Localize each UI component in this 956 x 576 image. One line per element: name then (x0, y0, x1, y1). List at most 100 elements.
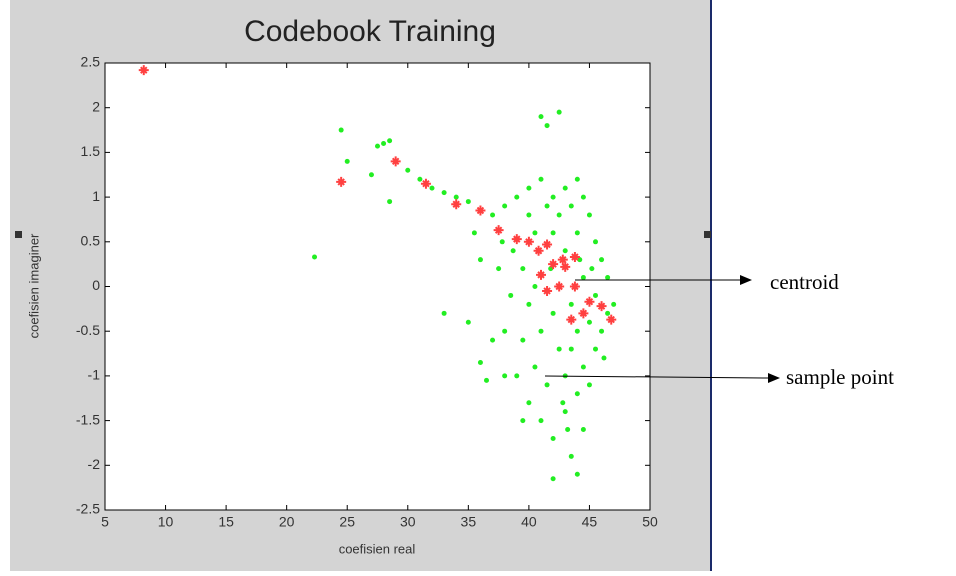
sample-point (589, 266, 594, 271)
sample-point (563, 248, 568, 253)
sample-point (466, 199, 471, 204)
sample-point (575, 177, 580, 182)
x-tick-label: 45 (582, 514, 598, 530)
sample-point (569, 347, 574, 352)
sample-point (575, 472, 580, 477)
sample-point (526, 186, 531, 191)
sample-point (593, 239, 598, 244)
sample-point (496, 266, 501, 271)
sample-point (599, 257, 604, 262)
annotation: sample point (786, 365, 894, 389)
sample-point (345, 159, 350, 164)
sample-point (581, 364, 586, 369)
sample-point (539, 329, 544, 334)
handle (704, 231, 711, 238)
sample-point (508, 293, 513, 298)
y-tick-label: -0.5 (76, 322, 100, 338)
sample-point (520, 418, 525, 423)
y-tick-label: 2 (92, 98, 100, 114)
sample-point (593, 347, 598, 352)
x-tick-label: 25 (339, 514, 355, 530)
sample-point (502, 373, 507, 378)
sample-point (511, 248, 516, 253)
sample-point (526, 302, 531, 307)
sample-point (605, 275, 610, 280)
sample-point (599, 329, 604, 334)
sample-point (569, 454, 574, 459)
sample-point (551, 476, 556, 481)
x-tick-label: 40 (521, 514, 537, 530)
sample-point (581, 195, 586, 200)
sample-point (569, 204, 574, 209)
x-axis-label: coefisien real (339, 541, 416, 556)
x-tick-label: 50 (642, 514, 658, 530)
sample-point (484, 378, 489, 383)
screenshot: Codebook Training coefisien real coefisi… (0, 0, 956, 571)
sample-point (551, 230, 556, 235)
sample-point (387, 199, 392, 204)
sample-point (551, 436, 556, 441)
sample-point (581, 275, 586, 280)
sample-point (442, 311, 447, 316)
y-tick-label: -1 (88, 367, 101, 383)
arrow-head (740, 275, 752, 285)
sample-point (545, 204, 550, 209)
sample-point (581, 427, 586, 432)
sample-point (520, 338, 525, 343)
x-tick-label: 35 (461, 514, 477, 530)
sample-point (442, 190, 447, 195)
sample-point (500, 239, 505, 244)
sample-point (417, 177, 422, 182)
sample-point (520, 266, 525, 271)
sample-point (472, 230, 477, 235)
sample-point (312, 254, 317, 259)
y-tick-label: 0.5 (81, 233, 101, 249)
sample-point (545, 382, 550, 387)
sample-point (381, 141, 386, 146)
sample-point (532, 284, 537, 289)
sample-point (587, 320, 592, 325)
sample-point (490, 338, 495, 343)
sample-point (605, 311, 610, 316)
sample-point (593, 293, 598, 298)
sample-point (369, 172, 374, 177)
sample-point (526, 400, 531, 405)
sample-point (514, 373, 519, 378)
sample-point (587, 212, 592, 217)
sample-point (514, 195, 519, 200)
sample-point (557, 110, 562, 115)
y-tick-label: 2.5 (81, 54, 101, 70)
sample-point (563, 186, 568, 191)
sample-point (502, 329, 507, 334)
plot-area (105, 63, 650, 510)
page: Codebook Training coefisien real coefisi… (0, 0, 956, 576)
sample-point (575, 230, 580, 235)
sample-point (539, 418, 544, 423)
sample-point (551, 311, 556, 316)
handle (15, 231, 22, 238)
sample-point (557, 347, 562, 352)
sample-point (454, 195, 459, 200)
sample-point (587, 382, 592, 387)
sample-point (430, 186, 435, 191)
sample-point (575, 329, 580, 334)
y-tick-label: -2.5 (76, 501, 100, 517)
sample-point (560, 400, 565, 405)
sample-point (478, 360, 483, 365)
sample-point (601, 356, 606, 361)
y-tick-label: 0 (92, 277, 100, 293)
sample-point (490, 212, 495, 217)
sample-point (532, 230, 537, 235)
sample-point (569, 302, 574, 307)
y-axis-label: coefisien imaginer (26, 233, 41, 338)
x-tick-label: 15 (218, 514, 234, 530)
sample-point (478, 257, 483, 262)
sample-point (526, 212, 531, 217)
x-tick-label: 20 (279, 514, 295, 530)
sample-point (575, 391, 580, 396)
sample-point (339, 128, 344, 133)
y-tick-label: -2 (88, 456, 101, 472)
x-tick-label: 30 (400, 514, 416, 530)
sample-point (557, 212, 562, 217)
sample-point (466, 320, 471, 325)
